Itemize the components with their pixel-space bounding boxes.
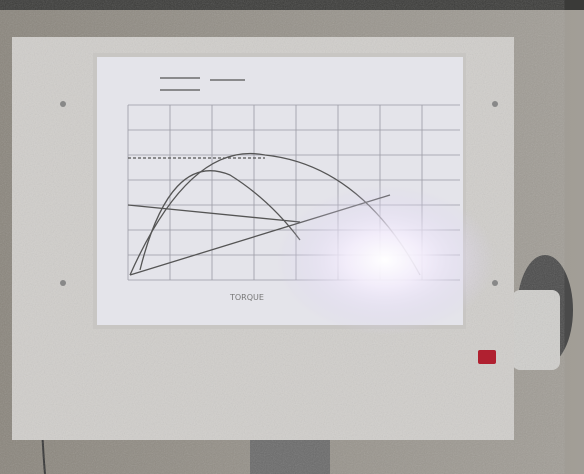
screw (492, 101, 498, 107)
glare (275, 185, 495, 335)
screw (60, 101, 66, 107)
power-switch[interactable] (478, 350, 496, 364)
screw (60, 280, 66, 286)
photo: TORQUE (0, 0, 584, 474)
side-clamp (512, 290, 560, 370)
top-strip (0, 0, 584, 10)
screw (492, 280, 498, 286)
x-axis-label: TORQUE (229, 293, 264, 302)
